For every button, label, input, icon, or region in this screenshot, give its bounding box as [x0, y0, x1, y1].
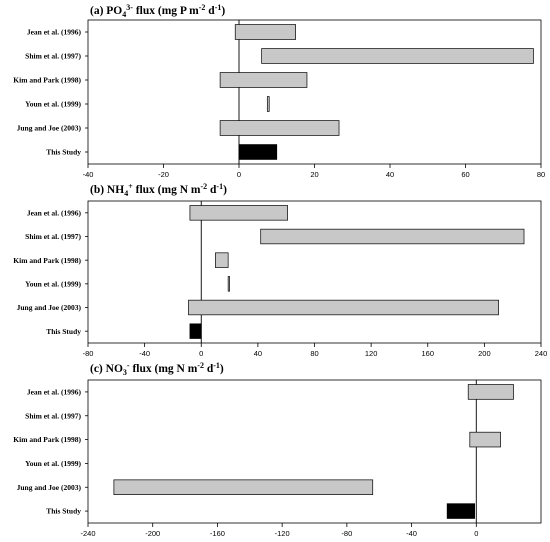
x-tick-label: -80	[341, 529, 352, 538]
category-label: Kim and Park (1998)	[13, 256, 81, 265]
range-bar	[446, 503, 476, 519]
range-bar	[189, 323, 202, 339]
x-tick-label: -80	[83, 349, 94, 358]
plot-frame	[87, 19, 542, 165]
category-label: Shim et al. (1997)	[25, 411, 81, 420]
x-tick-label: -40	[83, 170, 94, 179]
category-label: Jung and Joe (2003)	[17, 483, 82, 492]
range-bar	[227, 276, 230, 292]
range-bar	[188, 299, 499, 316]
plot-frame	[87, 200, 542, 344]
category-label: Youn et al. (1999)	[25, 459, 81, 468]
x-tick-label: -40	[139, 349, 150, 358]
category-label: Kim and Park (1998)	[13, 76, 81, 85]
x-tick-label: -120	[275, 529, 290, 538]
range-bar	[234, 24, 296, 40]
category-label: Youn et al. (1999)	[25, 279, 81, 288]
category-label: Jean et al. (1996)	[27, 388, 82, 397]
x-tick-label: -160	[210, 529, 225, 538]
x-tick-label: -40	[406, 529, 417, 538]
x-tick-label: 200	[478, 349, 491, 358]
plot-frame	[87, 379, 542, 524]
category-label: Kim and Park (1998)	[13, 435, 81, 444]
panel-a: (a) PO43- flux (mg P m-2 d-1) -40 -20 0 20 40…	[13, 3, 545, 179]
category-label: Jean et al. (1996)	[27, 28, 82, 37]
category-label: Jung and Joe (2003)	[17, 303, 82, 312]
panel-c: (c) NO3- flux (mg N m-2 d-1) -240 -200 -160…	[13, 361, 542, 538]
category-label: Shim et al. (1997)	[25, 232, 81, 241]
range-bar	[261, 48, 534, 64]
category-label: This Study	[46, 148, 81, 157]
x-tick-label: -240	[80, 529, 95, 538]
x-tick-label: 80	[310, 349, 318, 358]
x-tick-label: 40	[254, 349, 262, 358]
x-tick-label: 160	[421, 349, 434, 358]
x-tick-label: 0	[474, 529, 478, 538]
x-tick-label: 120	[365, 349, 378, 358]
range-bar	[189, 205, 288, 221]
range-bar	[215, 252, 229, 268]
x-tick-label: 40	[386, 170, 394, 179]
range-bar	[219, 72, 308, 88]
range-bar	[260, 228, 525, 245]
x-tick-label: 240	[535, 349, 548, 358]
range-bar	[266, 96, 270, 112]
range-bar	[113, 479, 374, 495]
range-bar	[238, 144, 278, 160]
category-label: Jung and Joe (2003)	[17, 124, 82, 133]
range-bar	[219, 120, 340, 136]
category-label: This Study	[46, 507, 81, 516]
panel-b: (b) NH4+ flux (mg N m-2 d-1) -80 -40 0 40 80 1…	[13, 182, 547, 358]
category-label: Shim et al. (1997)	[25, 52, 81, 61]
range-bar	[469, 431, 501, 448]
category-label: Youn et al. (1999)	[25, 100, 81, 109]
x-tick-label: -200	[145, 529, 160, 538]
x-tick-label: 20	[310, 170, 318, 179]
panel-title: (a) PO43- flux (mg P m-2 d-1)	[90, 3, 225, 19]
panel-title: (b) NH4+ flux (mg N m-2 d-1)	[90, 182, 227, 198]
panel-title: (c) NO3- flux (mg N m-2 d-1)	[90, 361, 224, 377]
category-label: This Study	[46, 327, 81, 336]
category-label: Jean et al. (1996)	[27, 208, 82, 217]
x-tick-label: 80	[537, 170, 545, 179]
x-tick-label: 0	[199, 349, 203, 358]
x-tick-label: -20	[158, 170, 169, 179]
range-bar	[467, 384, 514, 400]
x-tick-label: 60	[461, 170, 469, 179]
x-tick-label: 0	[237, 170, 241, 179]
